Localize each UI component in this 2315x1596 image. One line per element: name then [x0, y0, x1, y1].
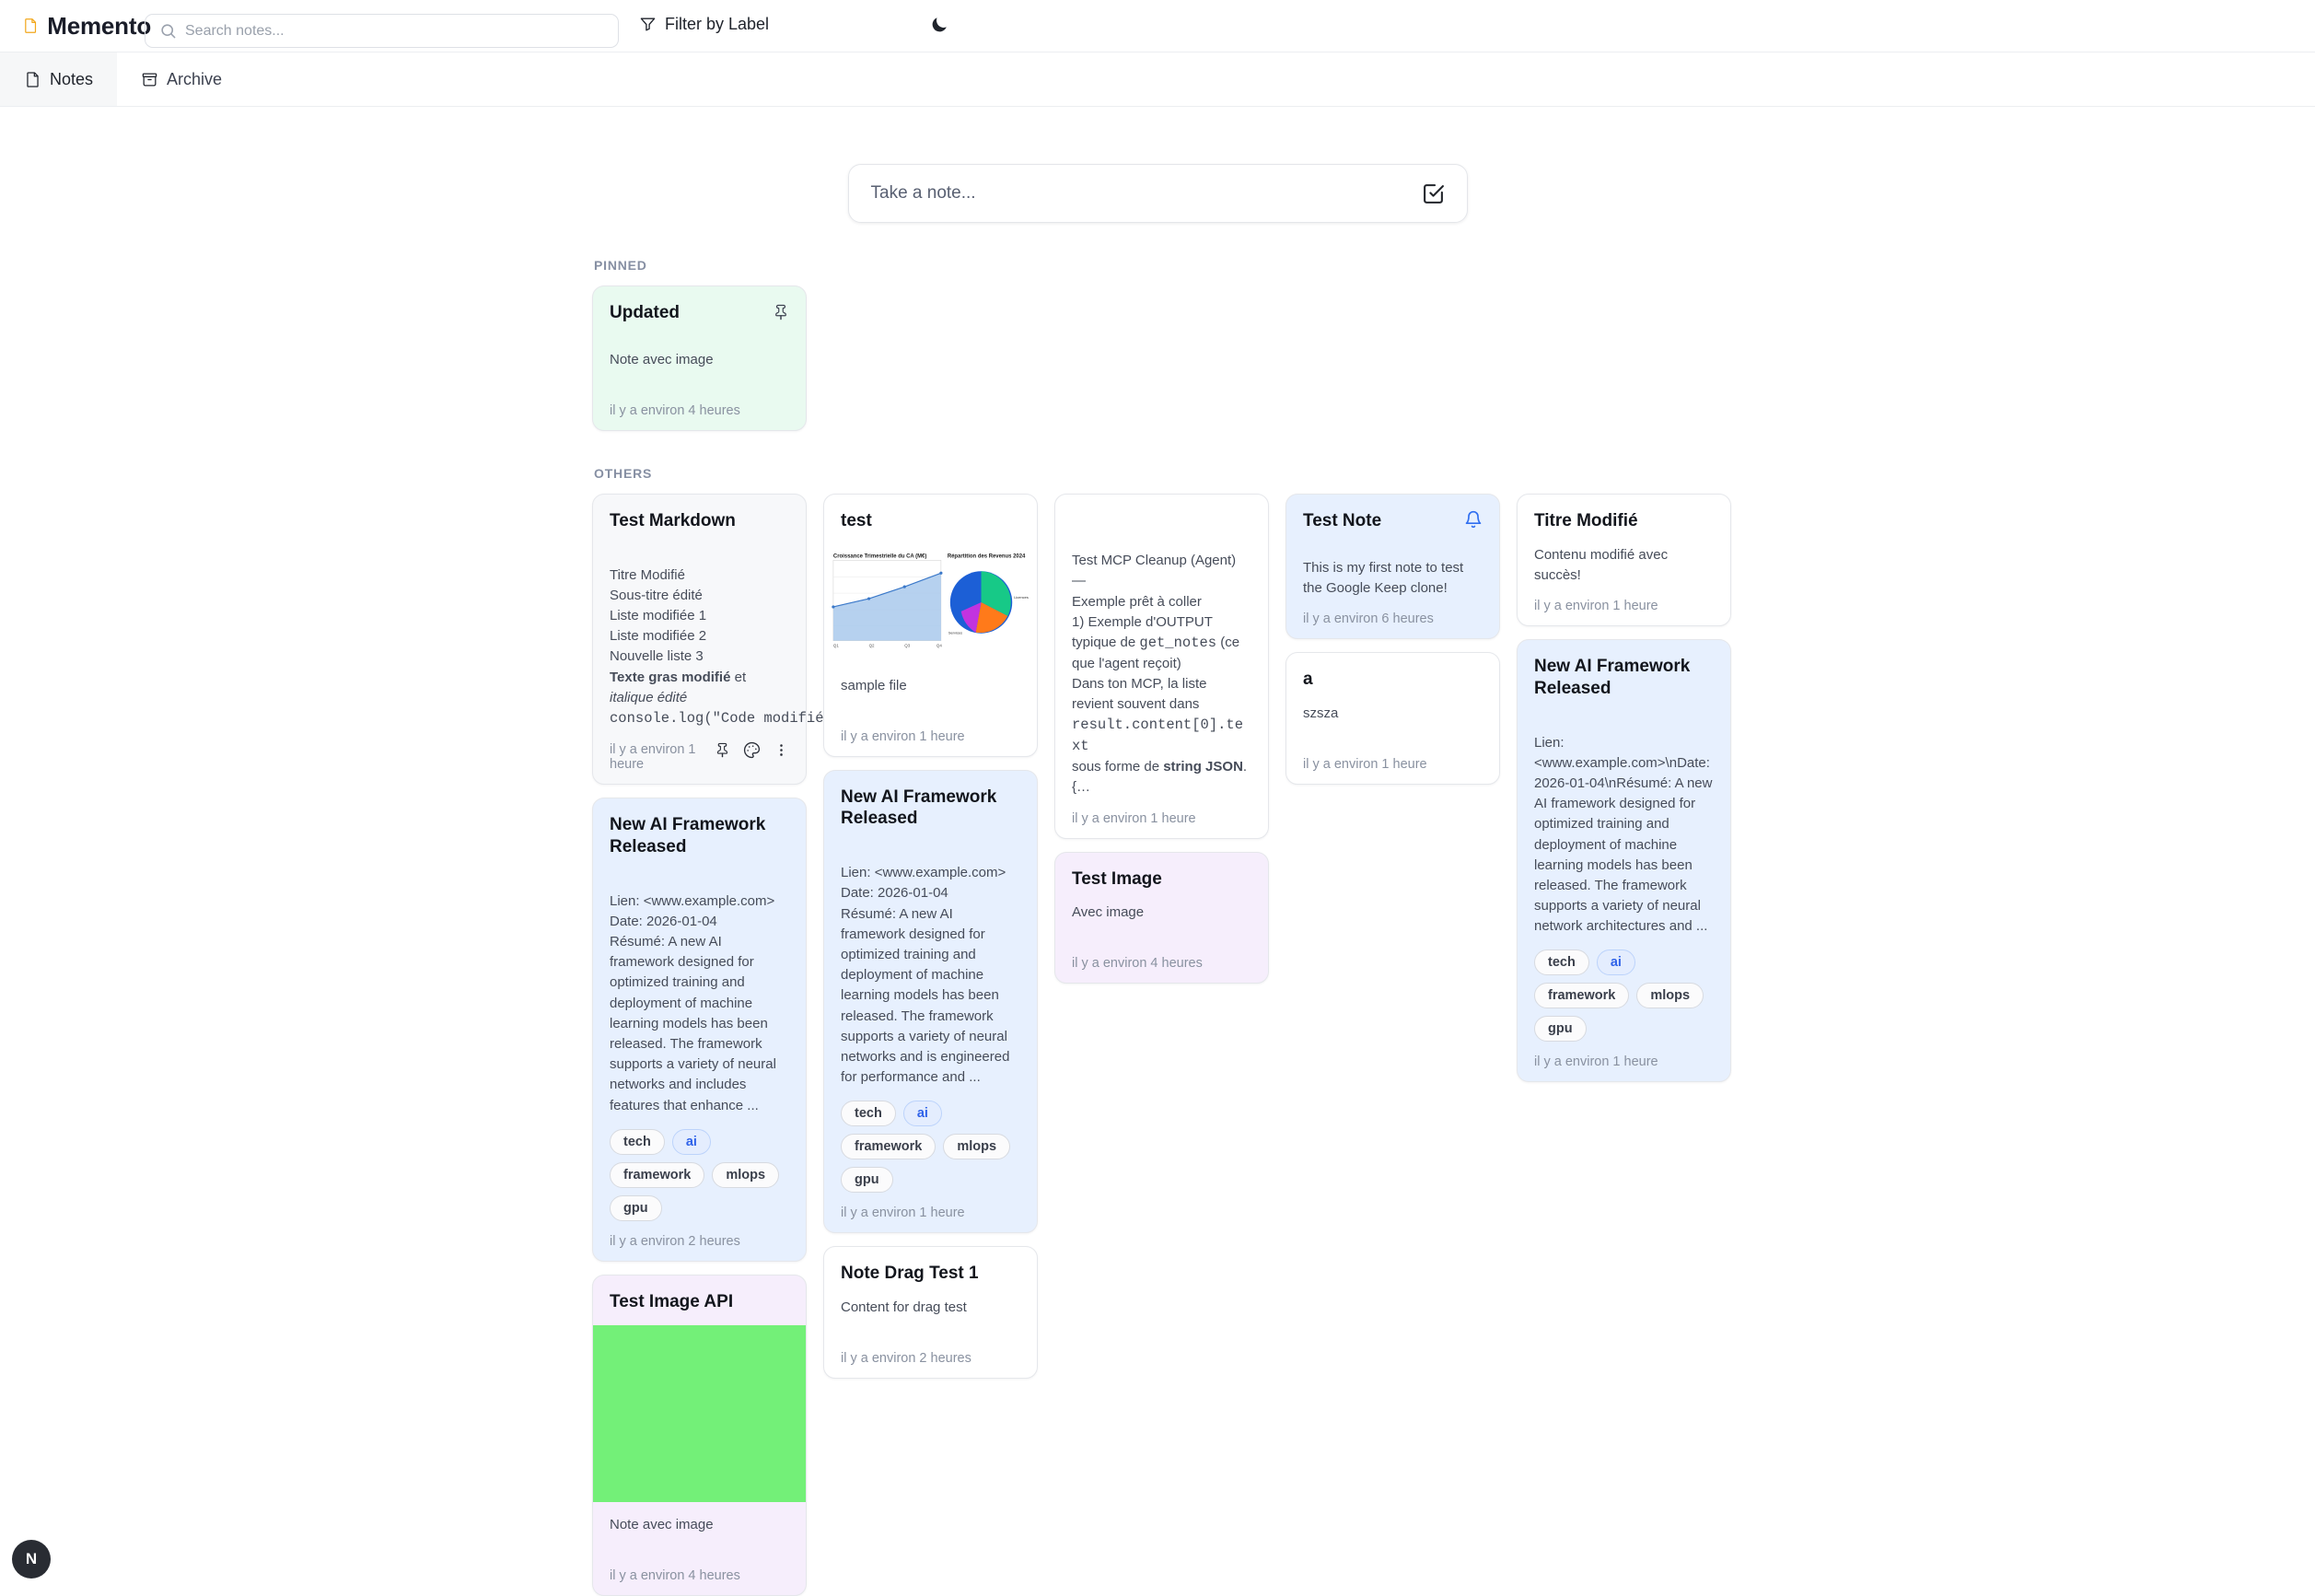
svg-text:Q4: Q4	[936, 643, 942, 647]
svg-text:Services: Services	[948, 630, 962, 635]
svg-text:Q3: Q3	[904, 643, 910, 647]
svg-text:Q1: Q1	[833, 643, 839, 647]
svg-text:Licences: Licences	[1014, 595, 1029, 600]
svg-text:Q2: Q2	[869, 643, 875, 647]
svg-text:Croissance Trimestrielle du CA: Croissance Trimestrielle du CA (M€)	[833, 553, 926, 559]
svg-text:Répartition des Revenus 2024: Répartition des Revenus 2024	[948, 553, 1026, 559]
